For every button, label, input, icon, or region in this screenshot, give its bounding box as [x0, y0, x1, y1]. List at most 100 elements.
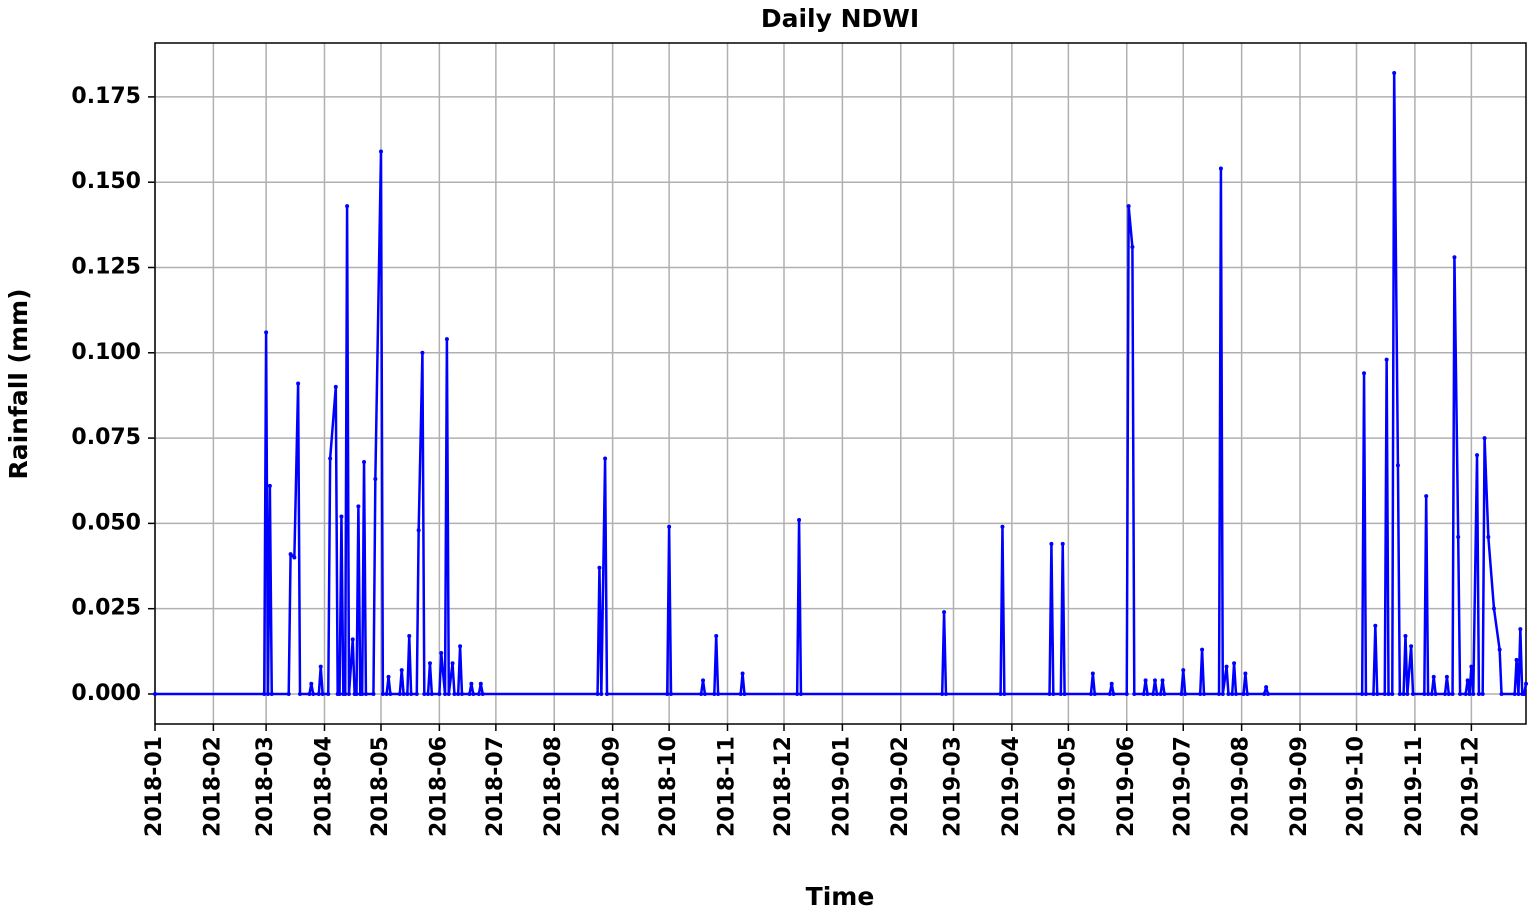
- x-tick-label: 2018-04: [311, 736, 336, 837]
- y-tick-label: 0.075: [71, 425, 141, 450]
- data-point: [1522, 691, 1527, 696]
- x-tick-label: 2018-07: [483, 736, 508, 837]
- data-point: [1232, 661, 1237, 666]
- data-point: [604, 691, 609, 696]
- x-tick-label: 2019-11: [1402, 736, 1427, 837]
- data-point: [1200, 647, 1205, 652]
- plot-frame: [154, 42, 1527, 725]
- data-point: [1516, 691, 1521, 696]
- data-point: [1518, 627, 1523, 632]
- data-point: [1524, 681, 1528, 686]
- data-point: [1491, 606, 1496, 611]
- data-point: [1422, 691, 1427, 696]
- data-point: [429, 691, 434, 696]
- data-point: [1411, 691, 1416, 696]
- x-tick-label: 2018-02: [200, 736, 225, 837]
- data-point: [940, 691, 945, 696]
- data-point: [1497, 647, 1502, 652]
- data-point: [699, 691, 704, 696]
- data-point: [714, 633, 719, 638]
- data-point: [1141, 691, 1146, 696]
- data-point: [1130, 245, 1135, 250]
- data-point: [1088, 691, 1093, 696]
- data-point: [1499, 691, 1504, 696]
- data-point: [1371, 691, 1376, 696]
- data-point: [1224, 664, 1229, 669]
- data-point: [603, 456, 608, 461]
- data-point: [1000, 524, 1005, 529]
- data-point: [1058, 691, 1063, 696]
- data-point: [1047, 691, 1052, 696]
- data-point: [386, 674, 391, 679]
- chart-title: Daily NDWI: [761, 4, 919, 33]
- data-point: [1452, 255, 1457, 260]
- x-tick-label: 2018-12: [771, 736, 796, 837]
- x-tick-label: 2019-04: [999, 736, 1024, 837]
- data-point: [399, 668, 404, 673]
- x-tick-label: 2019-10: [1344, 736, 1369, 837]
- data-point: [1153, 678, 1158, 683]
- data-point: [1424, 494, 1429, 499]
- data-point: [943, 691, 948, 696]
- data-point: [346, 691, 351, 696]
- data-point: [307, 691, 312, 696]
- x-tick-label: 2018-01: [142, 736, 167, 837]
- data-point: [1245, 691, 1250, 696]
- data-point: [1002, 691, 1007, 696]
- data-point: [1179, 691, 1184, 696]
- data-point: [343, 691, 348, 696]
- data-point: [1218, 166, 1223, 171]
- x-tick-label: 2019-06: [1114, 736, 1139, 837]
- data-point: [1397, 691, 1402, 696]
- x-tick-label: 2018-08: [541, 736, 566, 837]
- y-tick-label: 0.100: [71, 340, 141, 365]
- data-point: [597, 565, 602, 570]
- x-tick-label: 2018-09: [600, 736, 625, 837]
- data-point: [1241, 691, 1246, 696]
- y-tick-label: 0.175: [71, 84, 141, 109]
- data-point: [1401, 691, 1406, 696]
- data-point: [702, 691, 707, 696]
- data-point: [1154, 691, 1159, 696]
- data-point: [1363, 691, 1368, 696]
- data-point: [1060, 541, 1065, 546]
- data-point: [1265, 691, 1270, 696]
- data-point: [360, 691, 365, 696]
- data-point: [1386, 691, 1391, 696]
- data-point: [345, 204, 350, 209]
- x-tick-label: 2019-05: [1055, 736, 1080, 837]
- data-point: [1405, 691, 1410, 696]
- data-point: [1051, 691, 1056, 696]
- data-point: [409, 691, 414, 696]
- data-point: [595, 691, 600, 696]
- data-point: [1463, 691, 1468, 696]
- data-point: [153, 691, 157, 696]
- data-point: [480, 691, 485, 696]
- x-tick-label: 2018-05: [368, 736, 393, 837]
- data-point: [1049, 541, 1054, 546]
- data-point: [356, 504, 361, 509]
- y-tick-label: 0.000: [71, 681, 141, 706]
- data-point: [998, 691, 1003, 696]
- data-point: [397, 691, 402, 696]
- data-point: [1160, 678, 1165, 683]
- data-point: [667, 524, 672, 529]
- data-point: [669, 691, 674, 696]
- data-point: [1390, 691, 1395, 696]
- data-point: [328, 456, 333, 461]
- y-tick-label: 0.150: [71, 169, 141, 194]
- data-point: [1384, 357, 1389, 362]
- data-point: [1360, 691, 1365, 696]
- data-point: [1145, 691, 1150, 696]
- data-point: [1433, 691, 1438, 696]
- data-point: [469, 681, 474, 686]
- data-point: [373, 477, 378, 482]
- data-point: [1431, 674, 1436, 679]
- data-point: [420, 350, 425, 355]
- data-point: [1126, 204, 1131, 209]
- data-point: [738, 691, 743, 696]
- data-point: [1151, 691, 1156, 696]
- data-point: [286, 691, 291, 696]
- data-point: [426, 691, 431, 696]
